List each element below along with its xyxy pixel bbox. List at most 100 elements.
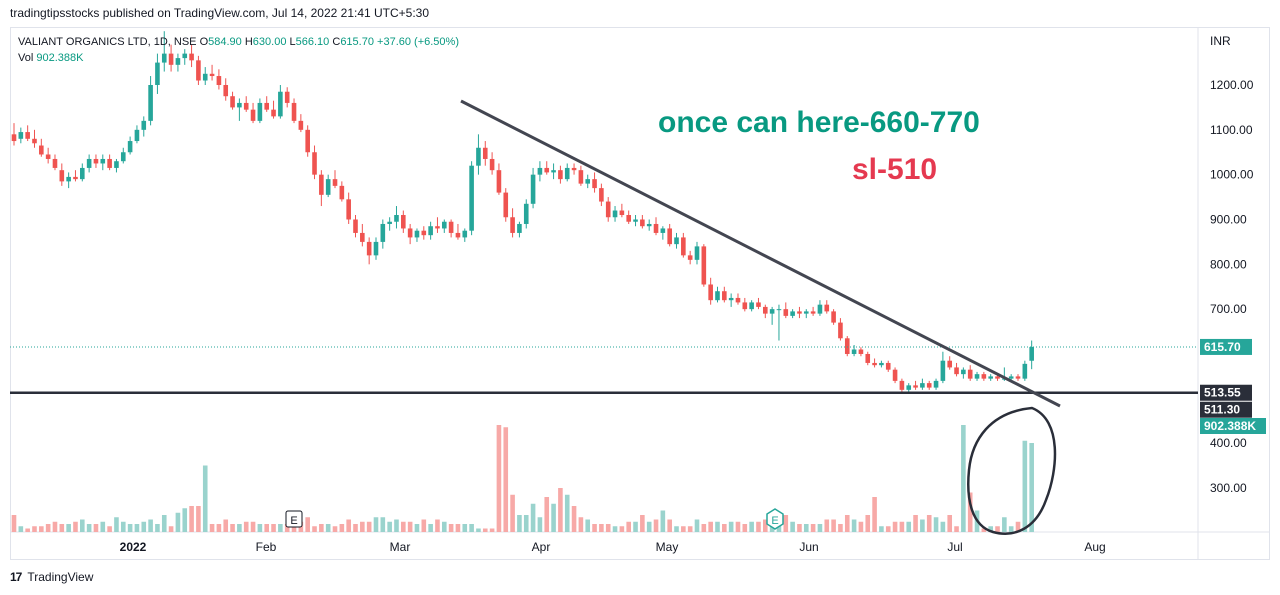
candle-body [769,309,775,314]
volume-bar [749,521,754,532]
volume-bar [107,526,112,532]
candle-body [851,349,857,354]
candle [674,232,679,249]
volume-bar [435,519,440,532]
candle-body [592,179,597,189]
volume-bar [168,526,174,532]
candle [967,365,973,381]
volume-bar [93,524,99,532]
candle [353,215,358,238]
candle [469,161,474,236]
candle [810,306,816,316]
candle-body [544,167,550,173]
candle [974,371,980,381]
candle-body [940,360,946,381]
candle-body [578,170,584,184]
volume-bar [722,524,727,532]
volume-bar [530,503,536,532]
candle [571,163,577,175]
x-tick-label: 2022 [120,540,147,554]
candle [844,336,850,357]
candle [783,302,789,319]
volume-bar [742,524,748,532]
candle-body [230,96,235,108]
candle [708,277,713,305]
close-value: 615.70 [340,36,374,48]
candle-body [783,309,789,316]
volume-bar [441,521,447,532]
candle-body [558,170,563,180]
y-tick-label: 700.00 [1210,302,1247,316]
candle-body [339,185,345,200]
candle-body [756,302,761,307]
support-label-1-bg [1200,384,1252,401]
candle [462,228,468,242]
candle-body [681,237,686,256]
candle [312,145,317,180]
volume-bar [551,503,556,532]
brand-name[interactable]: TradingView [27,570,94,584]
candle [148,76,153,126]
candle [790,309,795,319]
candle [114,158,119,173]
candle-body [913,385,918,388]
candle-body [223,85,229,97]
candle [817,300,823,316]
candle [633,215,638,227]
volume-bar [39,526,44,532]
candle-body [701,246,707,285]
volume-bar [1029,443,1034,532]
volume-bar [599,524,604,532]
open-label: O [199,36,209,48]
candle-body [366,241,372,256]
candle-body [858,349,864,354]
volume-bar [257,524,263,532]
candle [86,154,92,173]
volume-bar [489,528,495,532]
volume-bar [694,519,700,532]
candle [756,297,761,310]
candle-body [496,170,502,193]
candle [230,91,235,110]
target-annotation: once can here-660-770 [658,106,980,139]
candle [940,351,946,384]
volume-bar [817,524,823,532]
volume-bar [920,519,925,532]
volume-bar [476,528,481,532]
volume-label: Vol [18,52,34,64]
y-tick-label: 1000.00 [1210,168,1254,182]
candle [332,170,338,189]
volume-bar [428,524,433,532]
tradingview-logo-icon[interactable]: 17 [10,570,22,584]
candle-body [59,170,65,182]
candle-body [394,215,399,222]
candle [448,219,454,238]
candle [646,219,652,231]
candle-body [39,145,44,155]
candle [763,304,768,319]
volume-bar [32,526,37,532]
candle [858,347,864,357]
candle-body [196,60,201,81]
candle-body [482,147,488,159]
candle-body [831,311,836,323]
volume-bar [312,526,317,532]
volume-bar [926,515,932,532]
volume-bar [380,517,386,532]
candle-body [168,53,174,65]
candle-body [667,228,672,245]
volume-value: 902.388K [36,52,84,64]
candle [619,203,625,218]
candle [189,44,194,68]
volume-bar [237,524,242,532]
candle-body [278,91,283,117]
candle [687,250,693,265]
candle-body [284,91,290,103]
candle [107,154,112,171]
volume-bar [414,524,420,532]
volume-bar [537,517,543,532]
symbol-title[interactable]: VALIANT ORGANICS LTD, 1D, NSE [18,36,197,48]
candle-body [237,102,242,108]
volume-bar [851,519,857,532]
